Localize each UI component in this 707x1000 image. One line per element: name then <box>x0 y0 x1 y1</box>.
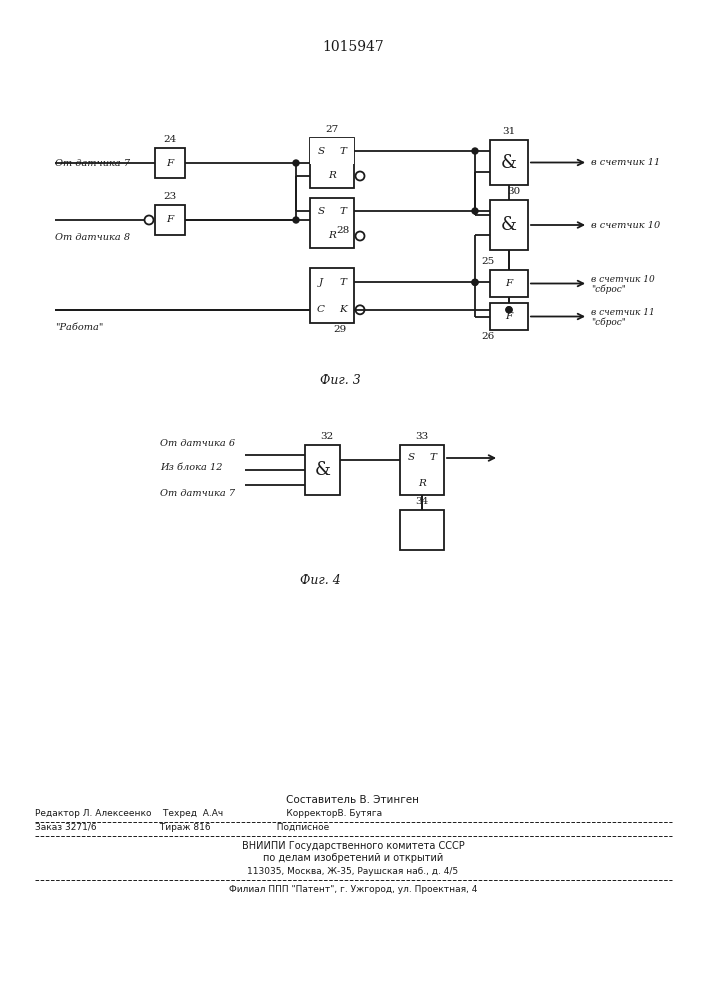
Text: 32: 32 <box>320 432 333 441</box>
Text: От датчика 6: От датчика 6 <box>160 438 235 448</box>
Circle shape <box>472 208 478 214</box>
Text: T: T <box>339 278 346 287</box>
Text: 28: 28 <box>336 226 349 235</box>
Text: 26: 26 <box>481 332 495 341</box>
Text: в счетчик 11: в счетчик 11 <box>591 308 655 317</box>
Text: Заказ 3271/6                      Тираж 816                       Подписное: Заказ 3271/6 Тираж 816 Подписное <box>35 824 329 832</box>
Text: T: T <box>339 207 346 216</box>
Text: S: S <box>407 454 414 462</box>
Text: в счетчик 11: в счетчик 11 <box>591 158 660 167</box>
Circle shape <box>293 160 299 166</box>
Text: Редактор Л. Алексеенко    Техред  А.Ач                      КорректорВ. Бутяга: Редактор Л. Алексеенко Техред А.Ач Корре… <box>35 810 382 818</box>
Bar <box>490 270 528 297</box>
Circle shape <box>472 279 478 285</box>
Text: 1015947: 1015947 <box>322 40 384 54</box>
Text: 34: 34 <box>416 497 428 506</box>
Text: 113035, Москва, Ж-35, Раушская наб., д. 4/5: 113035, Москва, Ж-35, Раушская наб., д. … <box>247 867 459 876</box>
Bar <box>490 303 528 330</box>
Text: Из блока 12: Из блока 12 <box>160 464 223 473</box>
Text: 24: 24 <box>163 135 177 144</box>
Circle shape <box>506 307 512 313</box>
Text: S: S <box>317 146 325 155</box>
Text: в счетчик 10: в счетчик 10 <box>591 221 660 230</box>
Bar <box>155 148 185 178</box>
Text: F: F <box>166 216 174 225</box>
Text: "Работа": "Работа" <box>55 323 103 332</box>
Text: &: & <box>501 153 517 172</box>
Text: по делам изобретений и открытий: по делам изобретений и открытий <box>263 853 443 863</box>
Bar <box>305 445 340 495</box>
Bar <box>310 268 354 323</box>
Bar <box>310 198 354 248</box>
Text: 31: 31 <box>503 127 515 136</box>
Text: F: F <box>506 312 513 321</box>
Text: R: R <box>418 479 426 488</box>
Bar <box>400 510 444 550</box>
Bar <box>490 200 528 250</box>
Text: &: & <box>501 216 517 234</box>
Text: Составитель В. Этинген: Составитель В. Этинген <box>286 795 419 805</box>
Circle shape <box>506 307 512 313</box>
Bar <box>490 140 528 185</box>
Text: C: C <box>317 305 325 314</box>
Text: Фиг. 4: Фиг. 4 <box>300 574 340 586</box>
Text: 33: 33 <box>416 432 428 441</box>
Text: &: & <box>315 461 330 479</box>
Text: в счетчик 10: в счетчик 10 <box>591 275 655 284</box>
Bar <box>310 138 354 164</box>
Text: 27: 27 <box>325 125 339 134</box>
Text: K: K <box>339 305 347 314</box>
Text: От датчика 8: От датчика 8 <box>55 233 130 242</box>
Text: 30: 30 <box>508 187 520 196</box>
Text: Филиал ППП "Патент", г. Ужгород, ул. Проектная, 4: Филиал ППП "Патент", г. Ужгород, ул. Про… <box>229 886 477 894</box>
Circle shape <box>472 279 478 285</box>
Bar <box>400 445 444 495</box>
Text: F: F <box>506 279 513 288</box>
Text: J: J <box>319 278 323 287</box>
Text: 23: 23 <box>163 192 177 201</box>
Text: R: R <box>328 172 336 180</box>
Text: От датчика 7: От датчика 7 <box>160 488 235 497</box>
Bar <box>155 205 185 235</box>
Text: "сброс": "сброс" <box>591 318 626 327</box>
Text: Фиг. 3: Фиг. 3 <box>320 373 361 386</box>
Text: T: T <box>430 454 436 462</box>
Text: T: T <box>339 146 346 155</box>
Circle shape <box>293 217 299 223</box>
Bar <box>310 138 354 188</box>
Text: F: F <box>166 158 174 167</box>
Text: 25: 25 <box>481 257 495 266</box>
Circle shape <box>472 148 478 154</box>
Text: R: R <box>328 232 336 240</box>
Text: "сброс": "сброс" <box>591 285 626 294</box>
Text: От датчика 7: От датчика 7 <box>55 158 130 167</box>
Text: S: S <box>317 207 325 216</box>
Text: 29: 29 <box>334 325 346 334</box>
Text: ВНИИПИ Государственного комитета СССР: ВНИИПИ Государственного комитета СССР <box>242 841 464 851</box>
